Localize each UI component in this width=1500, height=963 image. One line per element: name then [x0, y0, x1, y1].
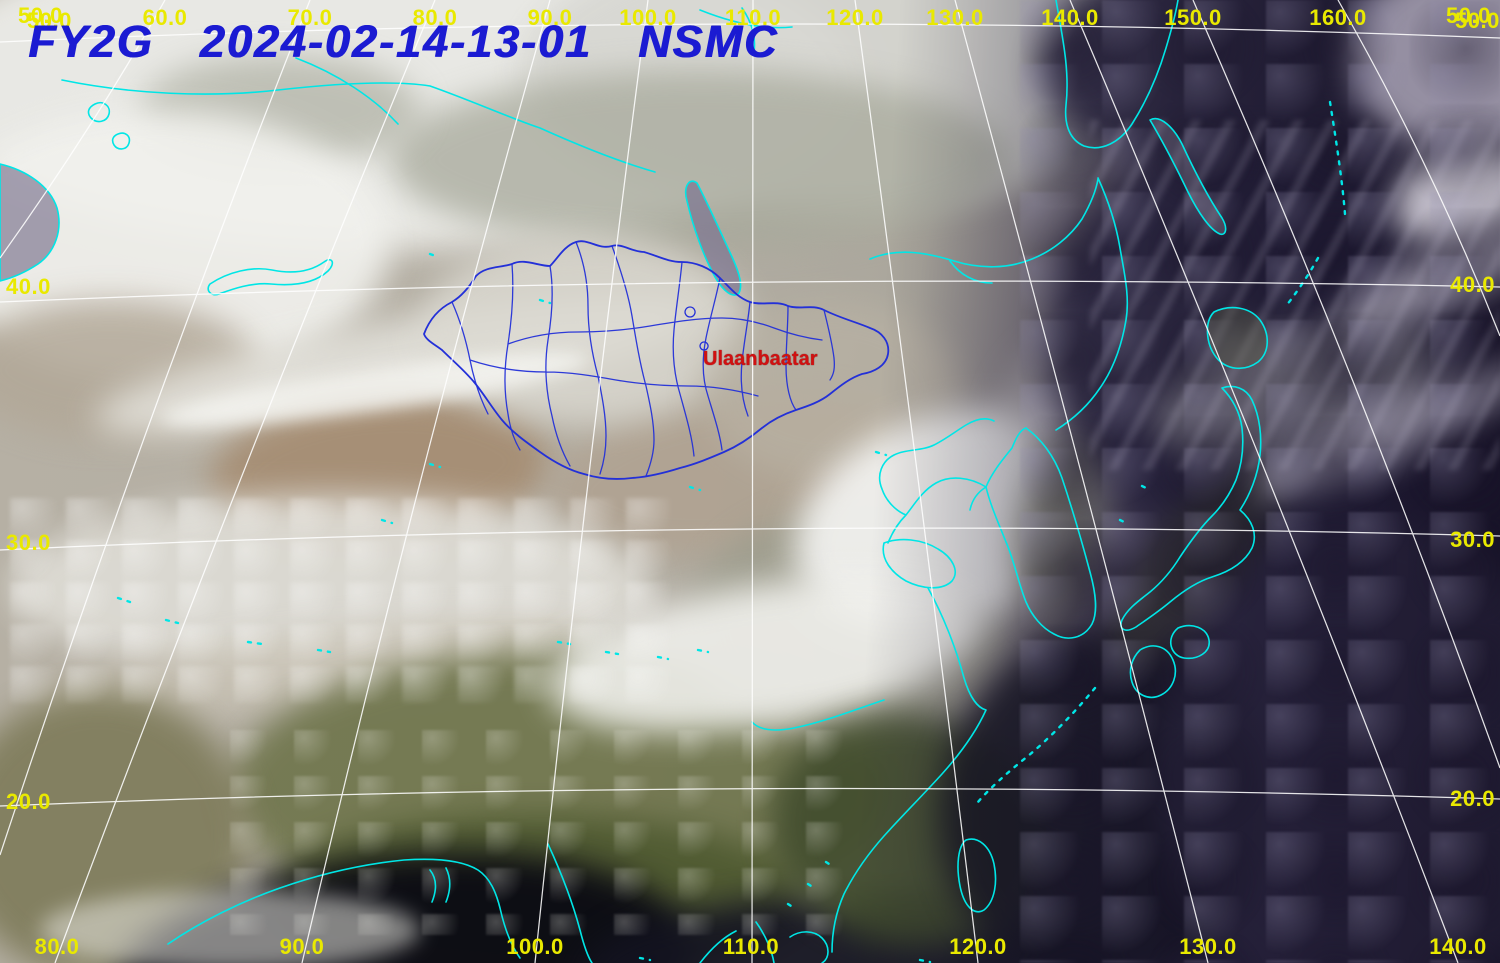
grid-label: 90.0 — [527, 5, 573, 30]
grid-label: 20.0 — [6, 789, 51, 814]
grid-label: 140.0 — [1041, 5, 1099, 30]
grid-label: 130.0 — [926, 5, 984, 30]
grid-label: 110.0 — [722, 934, 780, 959]
title-agency: NSMC — [637, 16, 779, 67]
grid-label: 60.0 — [142, 5, 188, 30]
grid-label: 110.0 — [724, 5, 782, 30]
city-label-ulaanbaatar: Ulaanbaatar — [703, 348, 818, 370]
grid-label: 80.0 — [412, 5, 458, 30]
grid-label: 70.0 — [287, 5, 333, 30]
grid-label: 120.0 — [949, 934, 1007, 959]
title-satellite: FY2G — [28, 16, 154, 67]
grid-label: 50.0 — [1455, 8, 1500, 33]
grid-label: 30.0 — [1450, 527, 1495, 552]
grid-label: 150.0 — [1164, 5, 1222, 30]
grid-label: 120.0 — [826, 5, 884, 30]
grid-label: 100.0 — [506, 934, 564, 959]
title-datetime: 2024-02-14-13-01 — [199, 16, 592, 67]
grid-label: 140.0 — [1429, 934, 1487, 959]
grid-label: 20.0 — [1450, 786, 1495, 811]
grid-label: 130.0 — [1179, 934, 1237, 959]
grid-label: 40.0 — [1450, 272, 1495, 297]
image-title: FY2G 2024-02-14-13-01 NSMC — [28, 16, 778, 68]
grid-label: 160.0 — [1309, 5, 1367, 30]
grid-label: 50.0 — [18, 3, 63, 28]
grid-label: 50.0 — [27, 8, 72, 33]
grid-label: 50.0 — [1446, 3, 1491, 28]
grid-label: 30.0 — [6, 530, 51, 555]
grid-label: 90.0 — [279, 934, 325, 959]
grid-label: 100.0 — [619, 5, 677, 30]
grid-label: 40.0 — [6, 274, 51, 299]
grid-label: 80.0 — [34, 934, 80, 959]
